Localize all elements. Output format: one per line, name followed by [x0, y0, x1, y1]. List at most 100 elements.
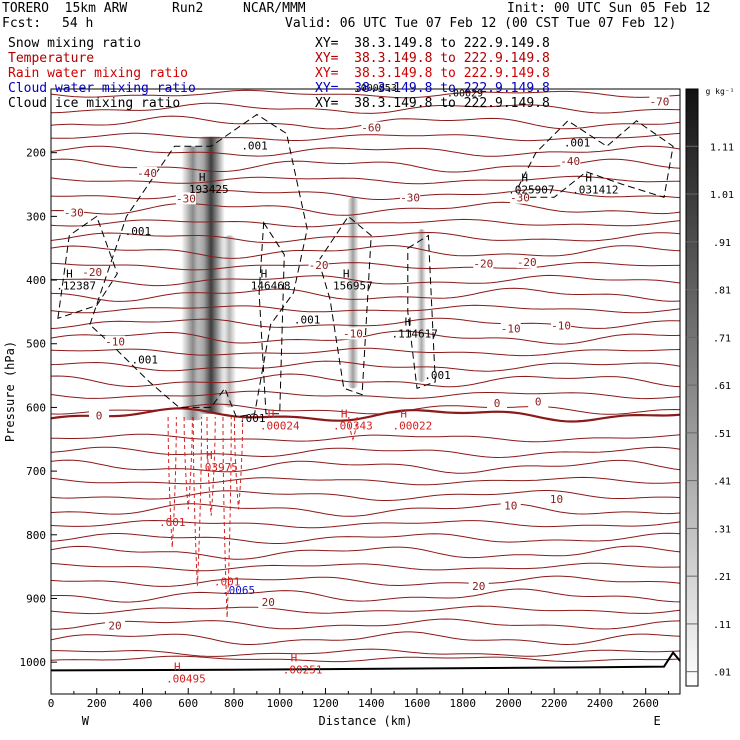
x-end-label-west: W	[82, 714, 90, 728]
snow-max-marker: H	[261, 268, 268, 281]
rain-contour	[233, 416, 244, 510]
rain-max-marker: H	[174, 661, 181, 674]
x-tick-label: 600	[178, 697, 198, 710]
rain-max-value: .00251	[283, 664, 323, 677]
rain-max-marker: H	[291, 652, 298, 665]
isotherm	[50, 261, 680, 271]
snow-max-marker: H	[521, 171, 528, 184]
x-tick-label: 400	[133, 697, 153, 710]
colorbar-label: .41	[713, 477, 731, 488]
temperature-label: -20	[82, 266, 102, 279]
rain-max-marker: H	[341, 408, 348, 421]
label-mask	[473, 257, 494, 270]
x-end-label-east: E	[654, 714, 661, 728]
contour-labels: -70 -60 -40 -40 -30 -30 -30 -30 -20 -20 -20 -20 -10 -…	[56, 83, 670, 686]
rain-contours	[167, 416, 358, 618]
colorbar-label: .01	[713, 668, 731, 679]
org-label: NCAR/MMM	[243, 1, 306, 16]
isotherm	[50, 102, 681, 114]
field-xy-cloud-water: XY= 38.3.149.8 to 222.9.149.8	[315, 81, 550, 96]
isotherm	[51, 433, 681, 443]
temperature-label: -20	[473, 257, 493, 270]
snow-contour	[512, 120, 674, 198]
temperature-label: 0	[494, 397, 501, 410]
isotherm	[50, 304, 681, 314]
x-tick-label: 1000	[266, 697, 293, 710]
colorbar-label: .91	[713, 238, 731, 249]
rain-max-value: .00024	[260, 420, 300, 433]
snow-max-value: 193425	[189, 183, 229, 196]
snow-contour-label: .001	[564, 136, 591, 149]
x-tick-label: 1600	[404, 697, 431, 710]
isotherm	[50, 317, 681, 329]
field-name-snow: Snow mixing ratio	[8, 36, 142, 51]
label-mask	[649, 95, 670, 108]
y-tick-label: 200	[26, 147, 46, 160]
isotherm	[50, 490, 681, 501]
temperature-label: -30	[400, 192, 420, 205]
label-mask	[105, 619, 126, 632]
x-tick-label: 1200	[312, 697, 339, 710]
field-xy-temperature: XY= 38.3.149.8 to 222.9.149.8	[315, 51, 550, 66]
isotherm	[50, 373, 681, 388]
rain-contour	[183, 416, 193, 510]
x-tick-label: 1400	[358, 697, 385, 710]
temperature-label: 20	[108, 620, 121, 633]
rain-max-value: .00343	[333, 420, 373, 433]
temperature-label: -30	[510, 192, 530, 205]
isotherm	[50, 132, 681, 142]
temperature-label: -20	[517, 256, 537, 269]
snow-max-marker: H	[405, 315, 412, 328]
y-tick-label: 800	[26, 529, 46, 542]
snow-contour	[89, 113, 308, 418]
run-label: Run2	[172, 1, 204, 16]
snow-contour	[57, 215, 118, 320]
y-tick-label: 1000	[20, 656, 47, 669]
cloud-ice-label: .000053	[355, 83, 397, 94]
isotherm	[50, 347, 681, 357]
snow-contour-label: .001	[125, 225, 152, 238]
isotherm	[50, 605, 681, 615]
snow-contour-label: .001	[294, 313, 321, 326]
fcst-value: 54 h	[62, 16, 94, 31]
y-tick-label: 300	[26, 210, 46, 223]
snow-max-value: 146468	[251, 280, 291, 293]
isotherm	[50, 360, 681, 372]
isotherm	[50, 519, 681, 529]
colorbar-label: .51	[713, 429, 731, 440]
isotherm	[50, 231, 681, 244]
surface-terrain	[50, 650, 681, 672]
temperature-label: 0	[96, 410, 103, 423]
y-tick-label: 400	[26, 274, 46, 287]
x-tick-label: 800	[224, 697, 244, 710]
temperature-label: -70	[649, 96, 669, 109]
rain-contour	[167, 416, 177, 548]
y-tick-label: 600	[26, 401, 46, 414]
snow-contour	[258, 221, 285, 415]
x-tick-label: 200	[87, 697, 107, 710]
isotherm	[50, 532, 681, 544]
rain-contour	[206, 416, 216, 516]
colorbar-label: .61	[713, 381, 731, 392]
snow-max-marker: H	[66, 268, 73, 281]
snow-contour-label: .001	[241, 140, 268, 153]
x-tick-label: 2000	[495, 697, 522, 710]
isotherm	[50, 446, 681, 459]
field-name-rain: Rain water mixing ratio	[8, 66, 189, 81]
snow-max-value: .12387	[56, 280, 96, 293]
temperature-label: 0	[535, 396, 542, 409]
colorbar-bar	[685, 88, 699, 687]
label-mask	[509, 191, 530, 204]
colorbar-label: 1.01	[710, 190, 734, 201]
snow-max-value: .025907	[508, 183, 554, 196]
snow-contour	[318, 215, 372, 396]
colorbar-label: .21	[713, 572, 731, 583]
colorbar-label: .31	[713, 524, 731, 535]
rain-contour	[192, 416, 203, 586]
label-mask	[137, 166, 158, 179]
snow-contour-label: .001	[132, 353, 159, 366]
label-mask	[487, 396, 508, 409]
colorbar-label: .11	[713, 620, 731, 631]
label-mask	[82, 266, 103, 279]
